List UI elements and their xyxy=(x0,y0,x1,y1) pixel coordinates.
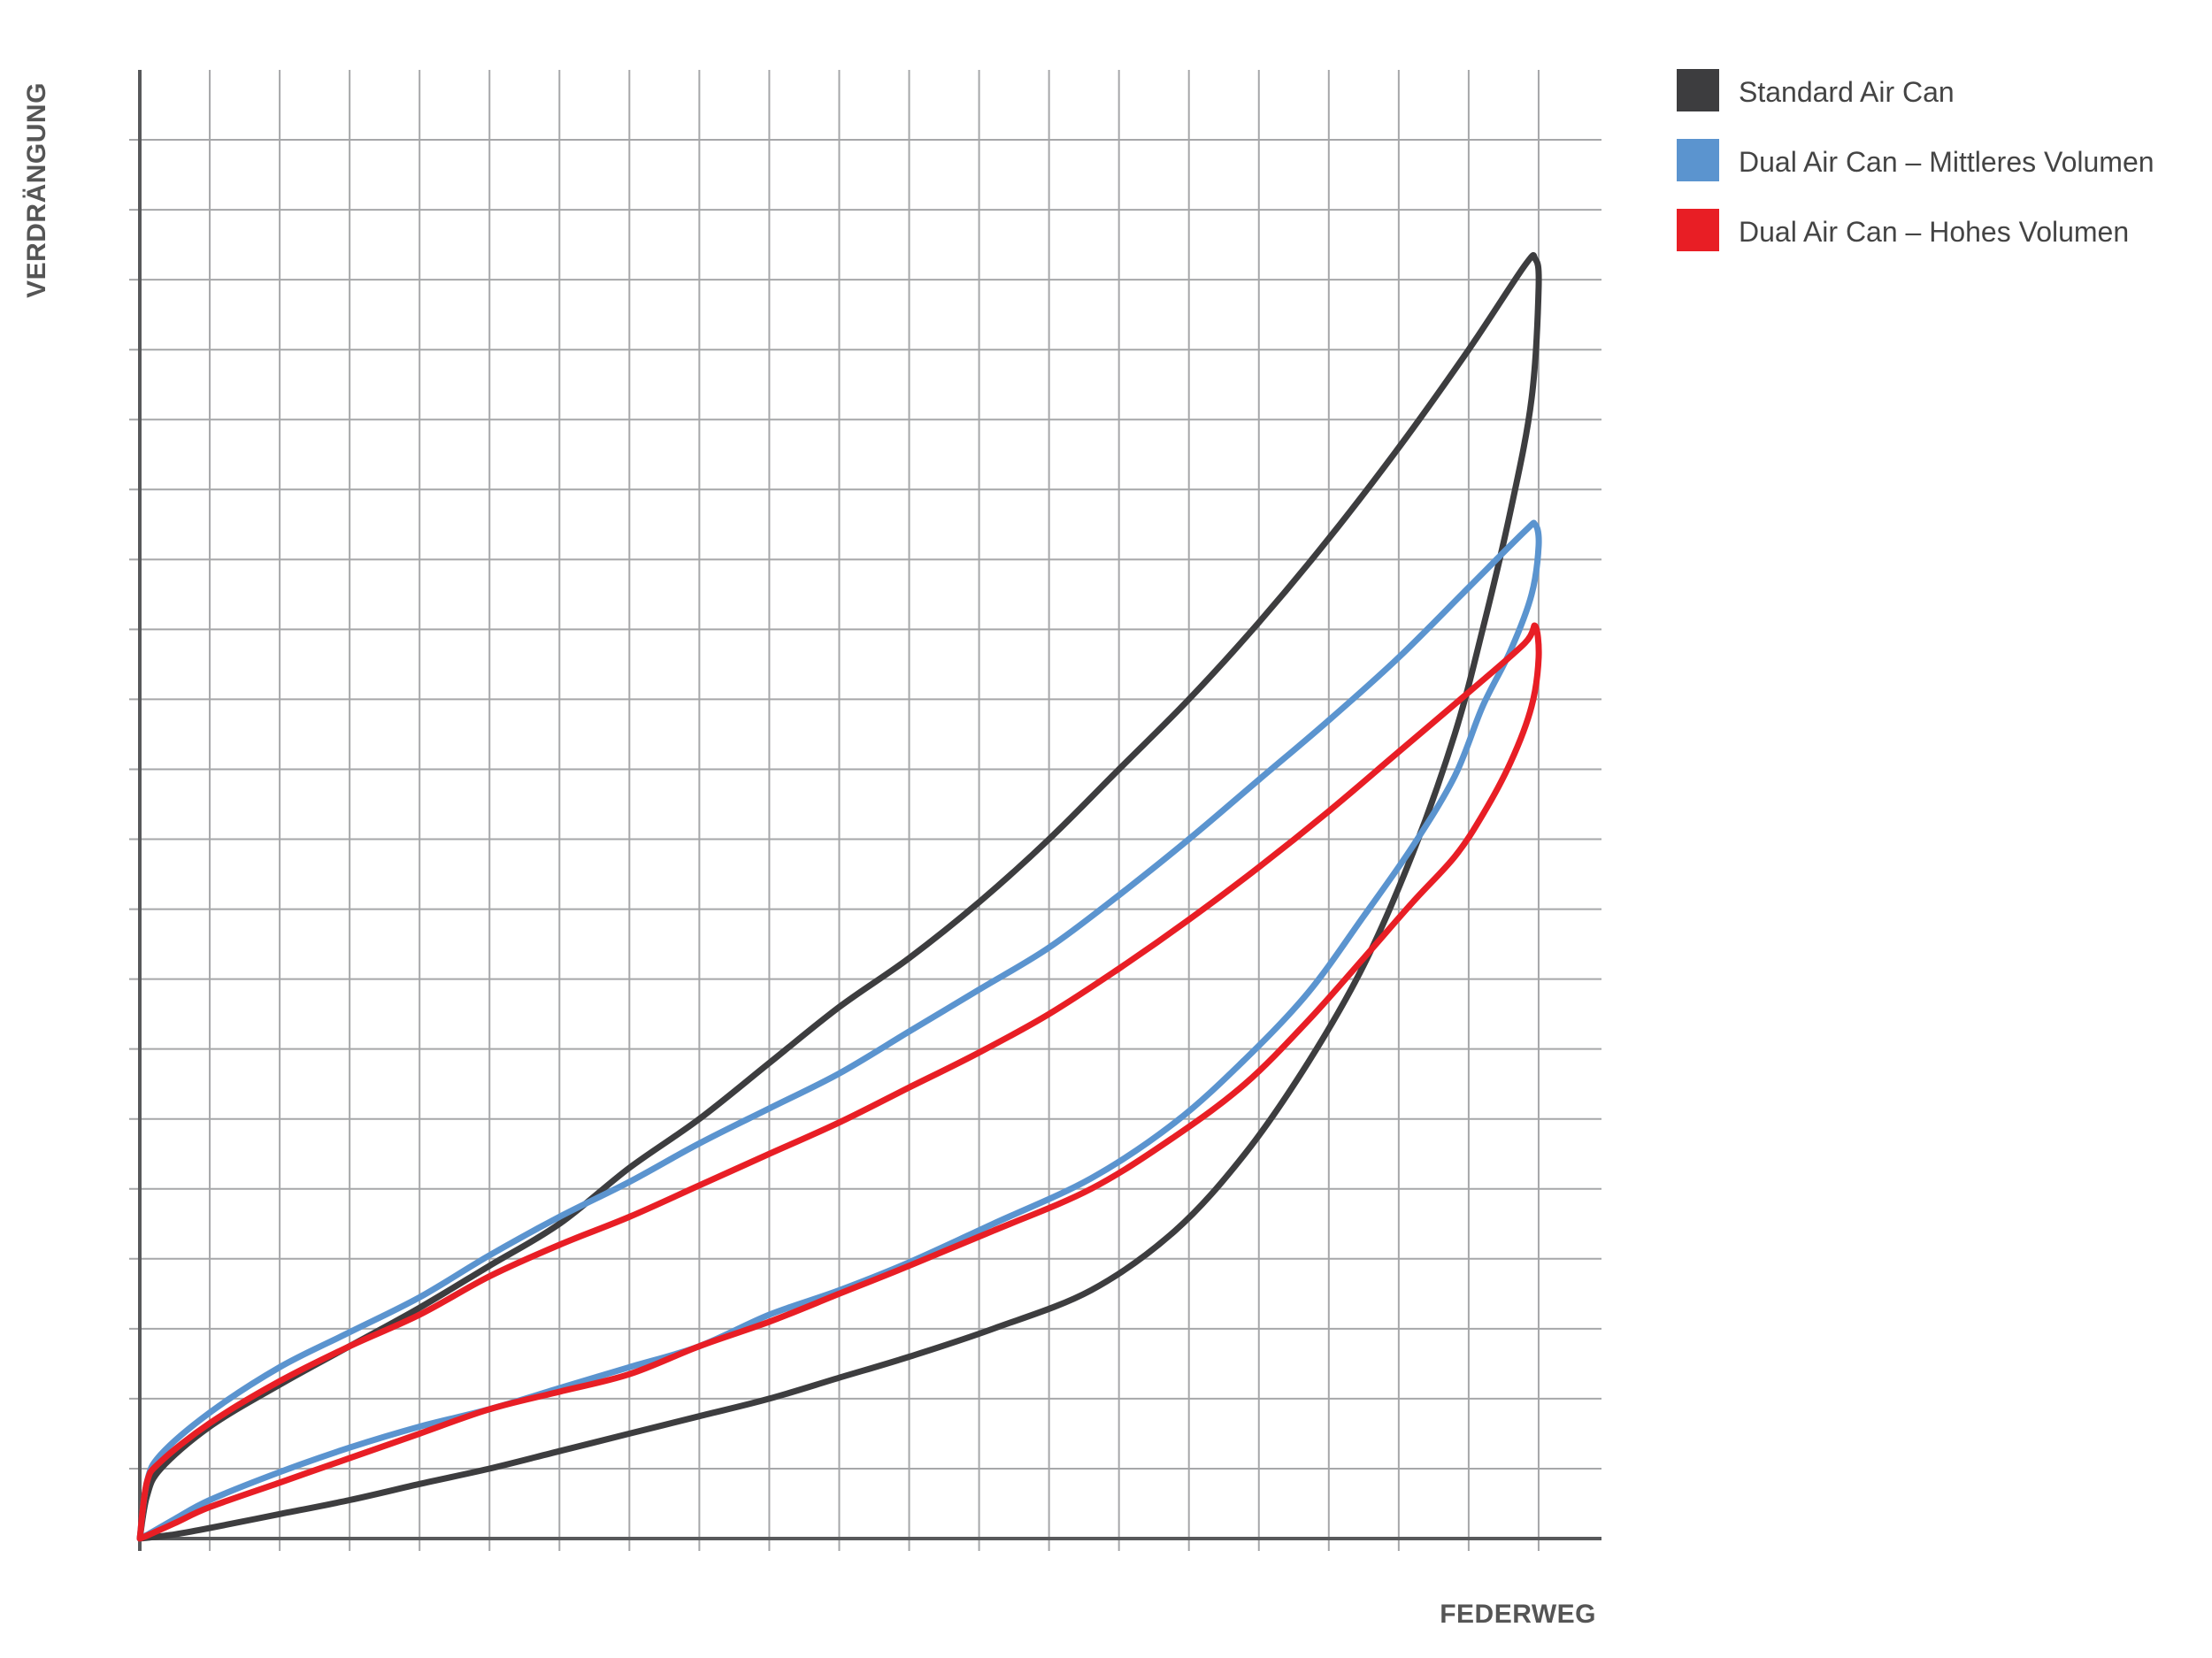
legend-swatch-dual-air-can-mittleres-volumen xyxy=(1677,139,1719,181)
legend-label-standard-air-can: Standard Air Can xyxy=(1739,76,1955,108)
chart-series xyxy=(136,251,1542,1542)
x-axis-label: FEDERWEG xyxy=(1440,1600,1596,1629)
legend-swatch-standard-air-can xyxy=(1677,69,1719,111)
y-axis-label: VERDRÄNGUNG xyxy=(22,82,51,298)
chart-grid xyxy=(129,70,1601,1551)
legend-label-dual-air-can-hohes-volumen: Dual Air Can – Hohes Volumen xyxy=(1739,216,2130,248)
y-axis-label-wrapper: VERDRÄNGUNG xyxy=(18,71,57,310)
legend-item-dual-air-can-mittleres-volumen: Dual Air Can – Mittleres Volumen xyxy=(1677,139,2208,181)
legend-label-dual-air-can-mittleres-volumen: Dual Air Can – Mittleres Volumen xyxy=(1739,146,2154,178)
chart-plot xyxy=(129,70,1601,1551)
legend-swatch-dual-air-can-hohes-volumen xyxy=(1677,209,1719,251)
series-line-dual-air-can-hohes-volumen xyxy=(136,622,1542,1542)
chart-legend: Standard Air Can Dual Air Can – Mittlere… xyxy=(1677,69,2208,279)
legend-item-standard-air-can: Standard Air Can xyxy=(1677,69,2208,111)
series-line-dual-air-can-mittleres-volumen xyxy=(136,519,1542,1542)
chart-axes xyxy=(138,70,1601,1551)
legend-item-dual-air-can-hohes-volumen: Dual Air Can – Hohes Volumen xyxy=(1677,209,2208,251)
series-line-standard-air-can xyxy=(136,251,1542,1542)
